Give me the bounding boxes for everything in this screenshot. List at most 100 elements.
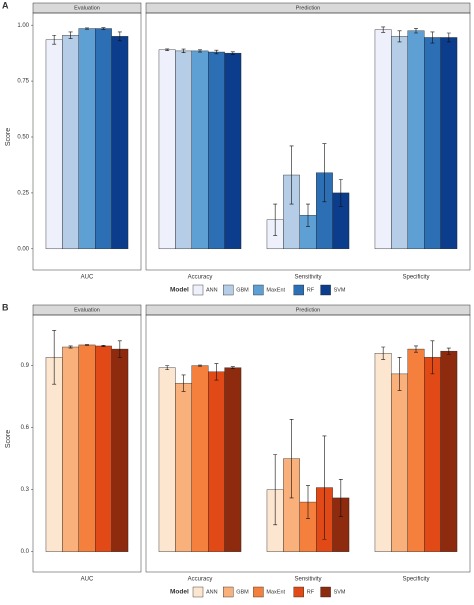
error-bar [338, 179, 343, 207]
error-bar [101, 27, 106, 30]
legend-label: ANN [206, 589, 218, 595]
error-bar [85, 344, 89, 346]
error-bar [446, 32, 451, 43]
error-bar [101, 345, 106, 347]
bar [208, 51, 225, 250]
error-bar [414, 345, 418, 353]
y-axis-label: Score [5, 128, 12, 146]
error-bar [117, 340, 122, 358]
panel-border [145, 12, 471, 271]
y-tick-label: 0.25 [17, 190, 29, 196]
error-bar [397, 30, 402, 43]
error-bar [52, 34, 57, 45]
bar [391, 373, 408, 552]
panel-border [32, 314, 142, 573]
error-bar [446, 347, 451, 355]
y-tick-label: 0.00 [17, 246, 29, 252]
error-bar [289, 145, 294, 205]
legend-label: MaxEnt [266, 287, 285, 293]
x-tick-label: Accuracy [188, 577, 213, 583]
error-bar [68, 345, 73, 349]
error-bar [214, 49, 219, 55]
error-bar [198, 364, 202, 367]
bar [440, 350, 458, 552]
x-tick-label: Accuracy [188, 275, 213, 281]
error-bar [322, 435, 327, 540]
bar [158, 367, 176, 552]
error-bar [230, 366, 235, 370]
bar [111, 36, 129, 250]
x-tick-label: Specificity [402, 577, 429, 583]
error-bar [117, 31, 122, 42]
legend-key [222, 586, 234, 598]
legend-label: ANN [206, 287, 218, 293]
error-bar [381, 26, 386, 33]
panel-border [32, 12, 142, 271]
error-bar [338, 479, 343, 517]
error-bar [198, 49, 202, 53]
legend-key [320, 586, 331, 598]
error-bar [430, 31, 435, 44]
bar [407, 30, 425, 250]
y-tick-label: 0.0 [21, 549, 30, 555]
bar [95, 28, 112, 250]
error-bar [165, 48, 170, 51]
bar [391, 36, 408, 250]
y-tick-label: 0.75 [17, 79, 29, 85]
bar [407, 348, 425, 552]
legend-title: Model [170, 589, 189, 596]
bar [95, 345, 112, 552]
y-tick-label: 0.3 [21, 487, 30, 493]
error-bar [289, 419, 294, 499]
facet-title: Prediction [296, 307, 320, 313]
facet-title: Prediction [296, 5, 320, 11]
x-tick-label: AUC [81, 275, 94, 281]
y-tick-label: 0.6 [21, 425, 30, 431]
error-bar [430, 340, 435, 375]
y-axis-label: Score [5, 430, 12, 448]
bar [224, 367, 242, 552]
bar [111, 348, 129, 552]
bar [62, 35, 79, 250]
legend-label: MaxEnt [266, 589, 285, 595]
error-bar [306, 203, 310, 227]
legend-key [192, 586, 204, 598]
legend-key [253, 284, 264, 296]
panel-border [145, 314, 471, 573]
error-bar [414, 28, 418, 34]
legend-key [293, 586, 304, 598]
legend-label: RF [307, 287, 315, 293]
error-bar [230, 51, 235, 55]
y-tick-label: 0.9 [21, 363, 30, 369]
legend-title: Model [170, 287, 189, 294]
x-tick-label: Sensitivity [294, 275, 321, 281]
panel-label: B [2, 302, 9, 312]
facet-title: Evaluation [74, 307, 100, 313]
error-bar [165, 365, 170, 371]
bar [440, 37, 458, 250]
bar [191, 365, 209, 552]
y-tick-label: 1.00 [17, 23, 29, 29]
facet-title: Evaluation [74, 5, 100, 11]
legend-label: GBM [236, 589, 249, 595]
bar [78, 344, 96, 552]
legend-label: SVM [334, 589, 346, 595]
bar [424, 37, 441, 250]
bar [62, 346, 79, 552]
bar [175, 382, 192, 552]
panel-label: A [2, 0, 9, 10]
error-bar [273, 454, 278, 526]
error-bar [52, 330, 57, 385]
legend-key [320, 284, 331, 296]
bar [158, 49, 176, 250]
error-bar [181, 48, 186, 53]
bar [374, 29, 392, 250]
bar [45, 39, 63, 250]
x-tick-label: AUC [81, 577, 94, 583]
error-bar [181, 374, 186, 392]
legend-key [253, 586, 264, 598]
error-bar [306, 485, 310, 519]
error-bar [85, 27, 89, 30]
bar [208, 371, 225, 552]
